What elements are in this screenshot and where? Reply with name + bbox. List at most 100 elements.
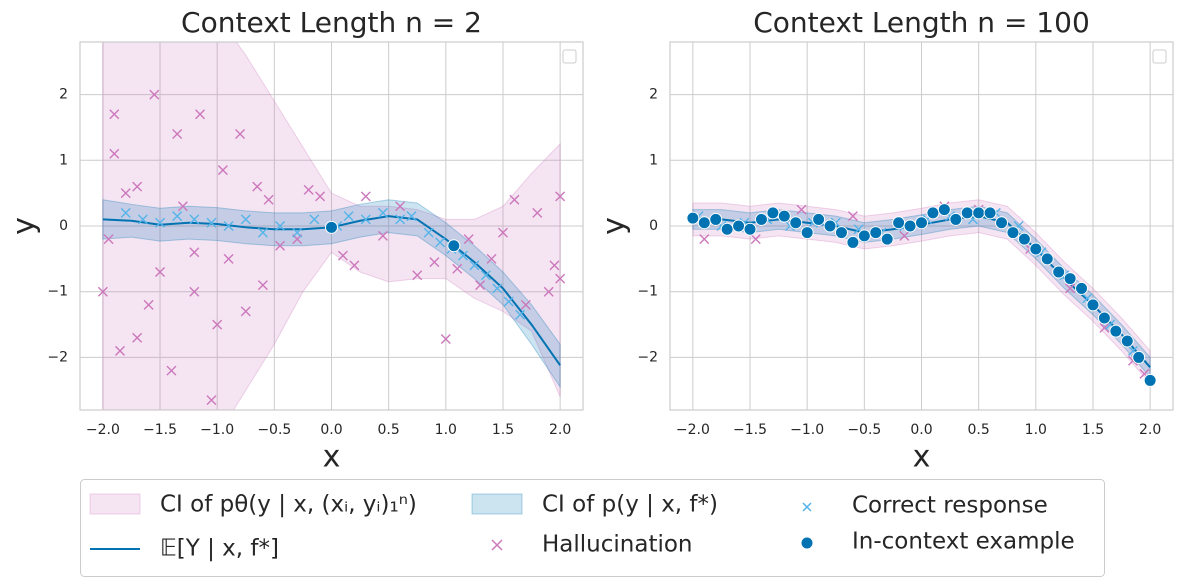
x-tick-label: 0.0 [910, 422, 932, 438]
cross-point [480, 270, 491, 281]
cross-point [509, 194, 520, 205]
dot-point [1017, 232, 1031, 246]
cross-point [899, 230, 910, 241]
cross-point [377, 230, 388, 241]
cross-point [252, 181, 263, 192]
x-axis-label: x [913, 440, 931, 475]
cross-point [315, 191, 326, 202]
x-tick-label: 0.5 [378, 422, 400, 438]
cross-point [97, 286, 108, 297]
dot-point [937, 203, 951, 217]
x-tick-label: −1.0 [790, 422, 824, 438]
legend-label: CI of pθ(y | x, (xᵢ, yᵢ)₁ⁿ) [160, 492, 417, 518]
dot-point [834, 226, 848, 240]
cross-point [240, 306, 251, 317]
x-tick-label: −0.5 [257, 422, 291, 438]
legend-label: CI of p(y | x, f*) [542, 492, 718, 518]
dot-point [1052, 265, 1066, 279]
cross-point [337, 250, 348, 261]
cross-point [497, 227, 508, 238]
cross-point [699, 234, 710, 245]
axes-frame [669, 41, 1174, 411]
panel: −2.0 −1.5 −1.0 −0.5 0.0 0.5 1.0 1.5 2.0 −2 −1 0 1 2 Co… [7, 6, 584, 475]
plot-content [97, 42, 566, 410]
dot-point [1086, 298, 1100, 312]
dot-point [1040, 252, 1054, 266]
chart-title: Context Length n = 100 [753, 6, 1090, 39]
cross-point [1099, 322, 1110, 333]
legend: CI of pθ(y | x, (xᵢ, yᵢ)₁ⁿ) 𝔼[Y | x, f*]… [80, 479, 1105, 577]
cross-point [263, 194, 274, 205]
cross-point [206, 395, 217, 406]
cross-point [429, 257, 440, 268]
dot-point [1006, 226, 1020, 240]
legend-swatch [802, 502, 812, 512]
x-tick-label: 1.0 [435, 422, 457, 438]
y-tick-label: 1 [649, 152, 658, 168]
legend-label: Hallucination [542, 532, 693, 558]
cross-point [457, 250, 468, 261]
cross-point [377, 207, 388, 218]
legend-label: Correct response [852, 493, 1048, 519]
dot-point [1132, 350, 1146, 364]
x-tick-label: −0.5 [847, 422, 881, 438]
dot-point [766, 206, 780, 220]
dot-point [1143, 373, 1157, 387]
cross-point [155, 267, 166, 277]
y-tick-label: 1 [59, 152, 68, 168]
cross-point [132, 181, 143, 192]
dot-point [754, 212, 768, 226]
cross-point [532, 207, 543, 218]
cross-point [1065, 283, 1076, 294]
y-tick-label: 0 [59, 218, 68, 234]
dot-point [686, 211, 700, 225]
y-tick-label: −1 [637, 284, 658, 300]
cross-point [109, 109, 120, 120]
cross-point [349, 260, 360, 271]
dot-point [846, 235, 860, 249]
cross-point [515, 309, 526, 320]
cross-point [120, 188, 131, 199]
legend-label: In-context example [852, 529, 1075, 555]
cross-point [475, 280, 486, 291]
cross-point [395, 214, 406, 225]
cross-point [137, 214, 148, 225]
cross-point [257, 280, 268, 291]
cross-point [469, 260, 480, 271]
dot-point [777, 209, 791, 223]
dot-point [1120, 334, 1134, 348]
dot-point [732, 219, 746, 233]
cross-point [292, 227, 303, 238]
cross-point [223, 253, 234, 264]
y-tick-label: −1 [47, 284, 68, 300]
dot-point [1097, 311, 1111, 325]
dot-point [709, 212, 723, 226]
empty-legend [562, 49, 577, 64]
y-tick-label: 2 [59, 87, 68, 103]
cross-point [257, 227, 268, 238]
cross-point [406, 211, 417, 222]
cross-point [549, 260, 560, 271]
cross-point [206, 217, 217, 228]
cross-point [166, 365, 177, 376]
dot-point [857, 229, 871, 243]
dot-point [972, 206, 986, 220]
x-tick-label: −1.5 [143, 422, 177, 438]
dot-point [1075, 281, 1089, 295]
chart-title: Context Length n = 2 [181, 6, 482, 39]
cross-point [360, 214, 371, 225]
legend-label: 𝔼[Y | x, f*] [160, 536, 279, 562]
cross-point [463, 234, 474, 245]
dot-point [903, 219, 917, 233]
cross-point [217, 165, 228, 176]
dot-point [915, 216, 928, 230]
dot-point [812, 212, 826, 226]
cross-point [847, 211, 858, 222]
cross-point [235, 129, 246, 139]
cross-point [555, 191, 566, 202]
x-tick-label: −1.5 [733, 422, 767, 438]
cross-point [440, 334, 451, 345]
cross-point [155, 217, 166, 228]
dot-point [1109, 324, 1123, 338]
